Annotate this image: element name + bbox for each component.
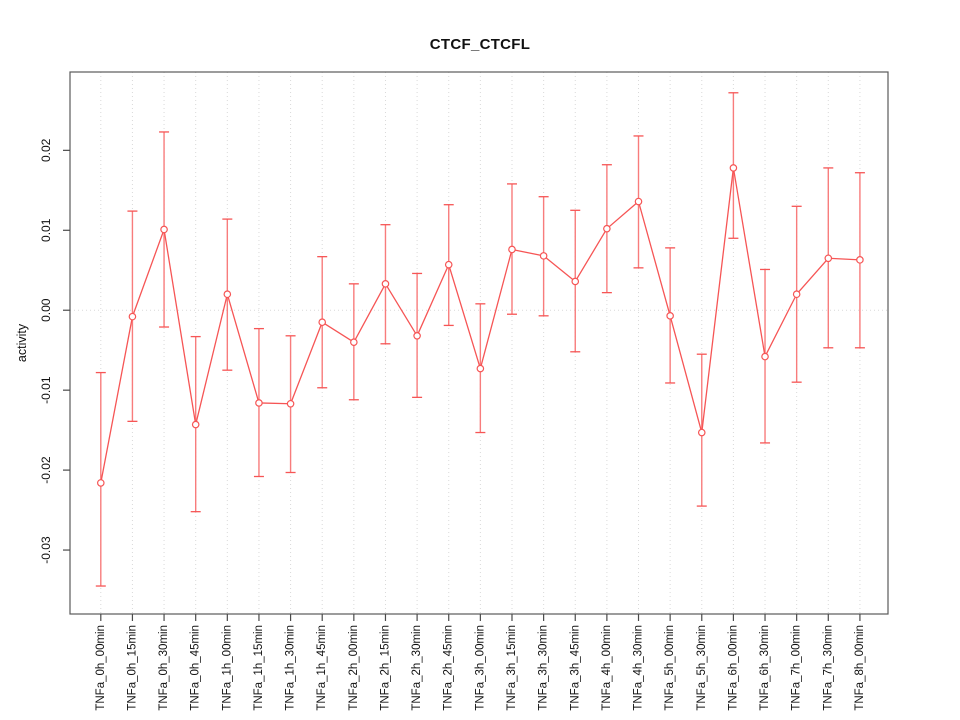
data-point [160, 225, 168, 234]
x-tick-label: TNFa_0h_15min [126, 625, 138, 711]
x-tick-label: TNFa_6h_00min [727, 625, 739, 711]
y-tick-label: 0.00 [39, 298, 53, 322]
data-point [191, 420, 200, 429]
data-point [571, 277, 580, 286]
data-point [603, 224, 611, 233]
data-point [350, 338, 358, 347]
data-point [856, 256, 864, 264]
data-point [255, 399, 263, 407]
x-tick-label: TNFa_7h_00min [791, 625, 803, 711]
x-tick-label: TNFa_0h_00min [95, 625, 107, 711]
y-tick-label: -0.03 [39, 536, 53, 564]
x-tick-label: TNFa_6h_30min [759, 625, 771, 711]
x-tick-label: TNFa_3h_00min [474, 625, 486, 711]
data-point [413, 332, 421, 340]
data-point [508, 245, 516, 254]
x-tick-label: TNFa_1h_15min [253, 625, 265, 711]
data-point [697, 428, 706, 437]
data-point [476, 364, 485, 373]
x-tick-label: TNFa_1h_00min [221, 625, 233, 711]
y-tick-label: 0.02 [39, 138, 53, 162]
chart-title: CTCF_CTCFL [430, 36, 531, 53]
x-tick-label: TNFa_2h_45min [443, 625, 455, 711]
x-tick-label: TNFa_4h_30min [633, 625, 645, 711]
data-point [381, 280, 390, 288]
data-point [729, 164, 738, 172]
data-point [539, 252, 548, 260]
y-tick-label: -0.02 [39, 456, 53, 484]
data-point [318, 318, 327, 327]
plot-border [69, 71, 889, 615]
x-tick-label: TNFa_1h_30min [285, 625, 297, 711]
x-tick-label: TNFa_0h_30min [158, 625, 170, 711]
data-point [128, 312, 137, 321]
x-tick-label: TNFa_2h_00min [348, 625, 360, 711]
x-tick-label: TNFa_2h_30min [411, 625, 423, 711]
x-tick-label: TNFa_8h_00min [854, 625, 866, 711]
x-tick-label: TNFa_5h_30min [696, 625, 708, 711]
x-tick-label: TNFa_0h_45min [190, 625, 202, 711]
data-point [444, 260, 453, 269]
data-point [792, 290, 801, 299]
data-point [666, 312, 674, 320]
data-point [223, 290, 232, 299]
x-tick-label: TNFa_4h_00min [601, 625, 613, 711]
x-tick-label: TNFa_2h_15min [379, 625, 391, 711]
x-tick-label: TNFa_1h_45min [316, 625, 328, 711]
x-tick-label: TNFa_5h_00min [664, 625, 676, 711]
data-point [97, 479, 105, 487]
plot-layer: 0.02 0.01 0.00 -0.01 -0.02 -0.03 TNFa_0h_00min… [39, 71, 889, 711]
y-axis-label: activity [15, 323, 29, 362]
data-point [286, 399, 295, 408]
y-tick-label: 0.01 [39, 218, 53, 242]
x-tick-label: TNFa_3h_45min [569, 625, 581, 711]
x-tick-label: TNFa_3h_30min [538, 625, 550, 711]
data-point [824, 254, 833, 263]
data-point [634, 197, 643, 206]
x-tick-label: TNFa_3h_15min [506, 625, 518, 711]
y-tick-label: -0.01 [39, 376, 53, 404]
data-point [761, 352, 769, 361]
x-tick-label: TNFa_7h_30min [822, 625, 834, 711]
